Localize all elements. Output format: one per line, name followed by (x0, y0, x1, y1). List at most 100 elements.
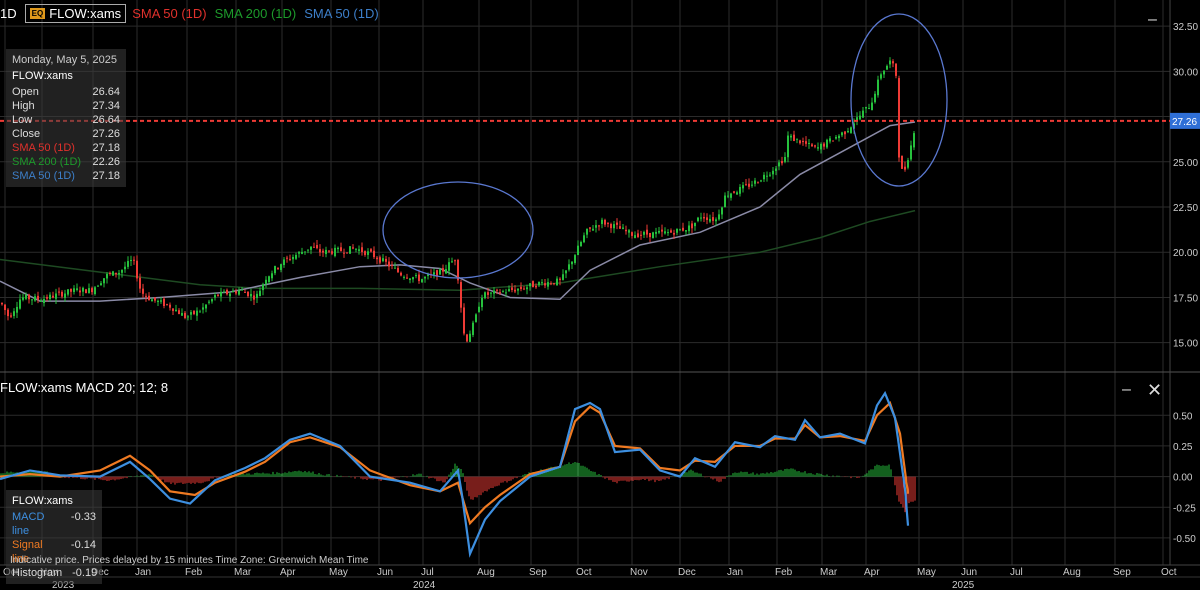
candle-body (577, 245, 579, 256)
candle-body (712, 217, 714, 221)
candle-body (745, 184, 747, 186)
macd-info-label: Histogram (12, 567, 63, 579)
candle-body (16, 306, 18, 313)
candle-body (409, 278, 411, 281)
candle-body (682, 227, 684, 231)
candle-body (58, 291, 60, 293)
candle-body (697, 217, 699, 221)
indicator-sma200-label[interactable]: SMA 200 (1D) (214, 5, 297, 21)
candle-body (610, 224, 612, 229)
month-tick-label: Feb (775, 567, 793, 578)
candle-body (112, 271, 114, 276)
close-macd-icon[interactable]: ✕ (1147, 380, 1163, 400)
candle-body (787, 135, 789, 158)
month-tick-label: Feb (185, 567, 203, 578)
month-tick-label: Dec (678, 567, 696, 578)
candle-body (214, 295, 216, 298)
candle-body (529, 283, 531, 287)
info-row: Close 27.26 (12, 127, 120, 141)
info-label: Close (12, 128, 41, 140)
candle-body (400, 272, 402, 276)
indicator-sma50-label[interactable]: SMA 50 (1D) (132, 5, 207, 21)
candle-body (613, 224, 615, 229)
candle-body (709, 218, 711, 222)
candle-body (484, 292, 486, 299)
candle-body (412, 277, 414, 280)
candle-body (427, 274, 429, 276)
candle-body (103, 278, 105, 284)
candle-body (226, 289, 228, 295)
candle-body (586, 228, 588, 235)
candle-body (262, 284, 264, 291)
candle-body (118, 272, 120, 275)
candle-body (808, 142, 810, 144)
candle-body (379, 257, 381, 263)
macd-info-row: MACD line -0.33 (12, 510, 96, 538)
candle-body (601, 219, 603, 224)
candle-body (790, 135, 792, 138)
candle-body (76, 288, 78, 291)
candle-body (907, 160, 909, 168)
candle-body (793, 134, 795, 142)
interval-label[interactable]: 1D (0, 5, 17, 21)
candle-body (25, 294, 27, 299)
candle-body (487, 292, 489, 295)
candle-body (886, 65, 888, 70)
macd-tick-label: 0.50 (1173, 411, 1193, 422)
candle-body (508, 289, 510, 292)
indicator-sma50-blue-label[interactable]: SMA 50 (1D) (304, 5, 379, 21)
candle-body (667, 232, 669, 234)
candle-body (832, 140, 834, 142)
candle-body (820, 143, 822, 150)
month-tick-label: Oct (576, 567, 592, 578)
candle-body (301, 251, 303, 254)
candle-body (268, 276, 270, 283)
candle-body (355, 248, 357, 250)
price-tick-label: 32.50 (1173, 22, 1198, 33)
info-symbol: FLOW:xams (12, 70, 73, 82)
candle-body (580, 242, 582, 247)
candle-body (154, 297, 156, 301)
candle-body (502, 291, 504, 293)
candle-body (130, 259, 132, 262)
year-tick-label: 2025 (952, 580, 975, 590)
candle-body (439, 269, 441, 275)
macd-tick-label: 0.25 (1173, 442, 1193, 453)
year-tick-label: 2024 (413, 580, 436, 590)
candle-body (67, 289, 69, 295)
minimize-macd-icon[interactable]: – (1122, 381, 1131, 398)
candle-body (676, 228, 678, 233)
candle-body (265, 279, 267, 284)
macd-tick-label: 0.00 (1173, 473, 1193, 484)
candle-body (604, 219, 606, 225)
candle-body (316, 245, 318, 249)
candle-body (88, 288, 90, 293)
symbol-selector[interactable]: EQ FLOW:xams (24, 3, 127, 23)
candle-body (175, 309, 177, 312)
candle-body (436, 270, 438, 277)
candle-body (376, 257, 378, 260)
info-row: SMA 200 (1D) 22.26 (12, 155, 120, 169)
candle-body (838, 135, 840, 139)
candle-body (829, 138, 831, 142)
candle-body (670, 230, 672, 233)
month-tick-label: Sep (1113, 567, 1131, 578)
candle-body (211, 299, 213, 302)
info-label: SMA 50 (1D) (12, 142, 75, 154)
candle-body (748, 183, 750, 187)
candle-body (637, 233, 639, 237)
candle-body (7, 309, 9, 317)
candle-body (274, 266, 276, 274)
minimize-main-icon[interactable]: – (1148, 11, 1157, 28)
macd-info-symbol: FLOW:xams (12, 495, 73, 507)
month-tick-label: May (917, 567, 936, 578)
candle-body (778, 162, 780, 167)
candle-body (358, 249, 360, 251)
price-tick-label: 25.00 (1173, 158, 1198, 169)
candle-body (895, 63, 897, 76)
candle-body (181, 313, 183, 316)
candle-body (616, 222, 618, 225)
candle-body (310, 246, 312, 250)
candle-body (334, 247, 336, 257)
